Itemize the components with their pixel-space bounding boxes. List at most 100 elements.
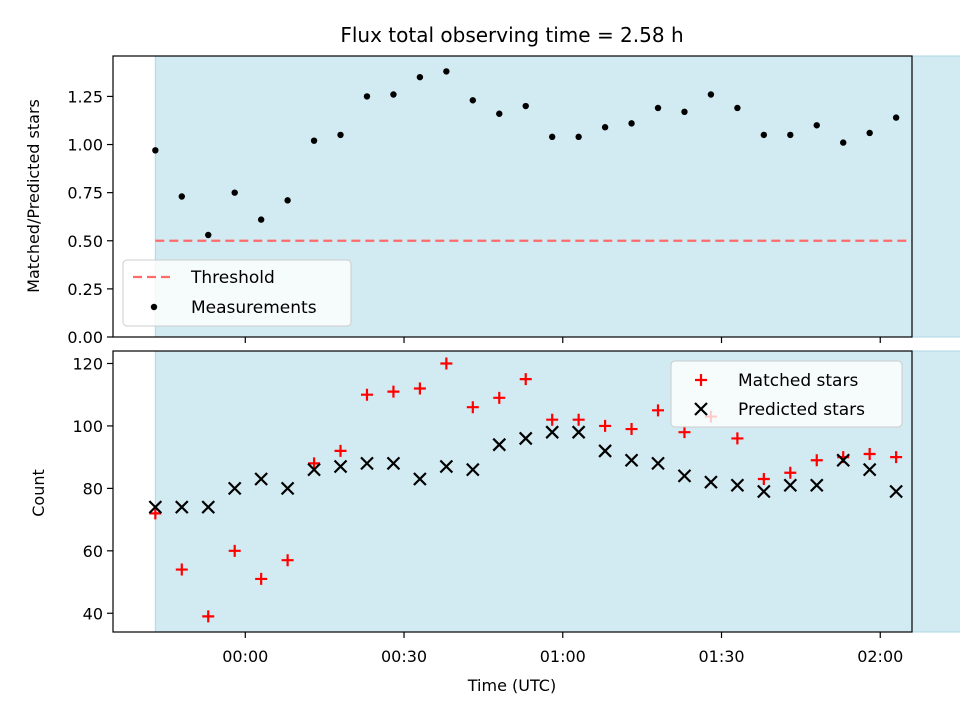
predicted-stars-point bbox=[280, 481, 295, 496]
legend-matched-label: Matched stars bbox=[738, 371, 858, 391]
legend-measurements-swatch bbox=[150, 303, 158, 311]
matched-stars-point bbox=[228, 544, 241, 557]
measurements-point bbox=[390, 91, 397, 98]
data-layer bbox=[148, 357, 903, 623]
predicted-stars-point bbox=[492, 437, 507, 452]
measurements-point bbox=[337, 131, 344, 139]
legend-threshold-label: Threshold bbox=[190, 268, 275, 288]
measurements-point bbox=[681, 108, 688, 116]
predicted-stars-point bbox=[757, 484, 771, 499]
matched-stars-point bbox=[890, 451, 903, 464]
measurements-point bbox=[892, 114, 900, 121]
matched-stars-point bbox=[202, 610, 215, 623]
predicted-stars-point bbox=[307, 462, 321, 477]
y-tick-label: 1.25 bbox=[67, 87, 103, 106]
matched-stars-point bbox=[599, 419, 612, 432]
measurements-point bbox=[469, 97, 477, 104]
predicted-stars-point bbox=[333, 459, 348, 474]
legend-matched-swatch bbox=[695, 374, 707, 386]
matched-stars-point bbox=[572, 413, 585, 426]
measurements-point bbox=[840, 139, 847, 146]
matched-stars-point bbox=[175, 563, 188, 576]
measurements-point bbox=[443, 68, 450, 75]
bottom-legend: Matched stars Predicted stars bbox=[670, 360, 903, 428]
predicted-stars-point bbox=[518, 431, 533, 446]
measurements-point bbox=[601, 124, 609, 131]
predicted-stars-point bbox=[677, 469, 692, 483]
bottom-panel: 40608010012000:0000:3001:0001:3002:0002:… bbox=[72, 350, 960, 666]
measurements-point bbox=[734, 104, 741, 112]
predicted-stars-point bbox=[862, 462, 877, 477]
measurements-point bbox=[866, 129, 873, 137]
matched-stars-point bbox=[519, 373, 532, 386]
x-tick-label: 01:00 bbox=[540, 647, 586, 666]
x-tick-label: 01:30 bbox=[698, 647, 744, 666]
measurements-point bbox=[152, 147, 159, 154]
measurements-point bbox=[707, 91, 715, 98]
measurements-point bbox=[178, 193, 185, 200]
x-tick-label: 02:00 bbox=[857, 647, 903, 666]
matched-stars-point bbox=[493, 391, 506, 404]
matched-stars-point bbox=[810, 454, 823, 467]
y-tick-label: 40 bbox=[83, 604, 103, 623]
legend-measurements-label: Measurements bbox=[191, 298, 317, 318]
data-layer bbox=[152, 68, 912, 242]
predicted-stars-point bbox=[598, 444, 612, 458]
measurements-point bbox=[760, 131, 768, 139]
predicted-stars-point bbox=[571, 425, 586, 439]
y-tick-label: 60 bbox=[83, 542, 103, 561]
y-tick-label: 0.50 bbox=[67, 232, 103, 251]
predicted-stars-point bbox=[651, 456, 665, 471]
measurements-point bbox=[787, 131, 794, 139]
predicted-stars-point bbox=[175, 500, 189, 514]
legend-box bbox=[122, 259, 352, 327]
measurements-point bbox=[231, 189, 238, 196]
predicted-stars-point bbox=[545, 425, 559, 439]
matched-stars-point bbox=[546, 413, 559, 426]
predicted-stars-point bbox=[783, 478, 798, 493]
matched-stars-point bbox=[784, 466, 797, 479]
measurements-point bbox=[813, 122, 820, 129]
predicted-stars-point bbox=[201, 500, 216, 514]
measurements-point bbox=[575, 133, 582, 141]
predicted-stars-point bbox=[624, 453, 639, 468]
measurements-point bbox=[363, 93, 371, 100]
plot-frame bbox=[112, 55, 913, 338]
matched-stars-point bbox=[757, 473, 770, 486]
matched-stars-point bbox=[308, 457, 321, 470]
predicted-stars-point bbox=[254, 472, 268, 486]
matched-stars-point bbox=[863, 448, 876, 461]
measurements-point bbox=[548, 133, 556, 141]
predicted-stars-point bbox=[836, 453, 850, 468]
measurements-point bbox=[522, 102, 529, 110]
y-tick-label: 100 bbox=[72, 417, 103, 436]
matched-stars-point bbox=[678, 426, 691, 439]
top-legend: Threshold Measurements bbox=[122, 259, 352, 327]
plot-frame bbox=[112, 350, 913, 633]
measurements-point bbox=[310, 137, 318, 144]
predicted-stars-point bbox=[148, 500, 163, 514]
y-tick-label: 0.75 bbox=[67, 184, 103, 203]
matched-stars-point bbox=[334, 444, 347, 457]
matched-stars-point bbox=[413, 382, 426, 395]
matched-stars-point bbox=[652, 404, 665, 417]
matched-stars-point bbox=[466, 401, 479, 414]
measurements-point bbox=[416, 73, 424, 81]
predicted-stars-point bbox=[227, 481, 242, 496]
y-tick-label: 0.00 bbox=[67, 328, 103, 347]
measurements-point bbox=[257, 216, 265, 223]
predicted-stars-point bbox=[439, 459, 454, 474]
y-tick-label: 0.25 bbox=[67, 280, 103, 299]
x-tick-label: 00:00 bbox=[222, 647, 268, 666]
predicted-stars-point bbox=[466, 462, 480, 477]
y-tick-label: 120 bbox=[72, 354, 103, 373]
predicted-stars-point bbox=[730, 478, 745, 493]
matched-stars-point bbox=[440, 357, 453, 370]
matched-stars-point bbox=[360, 388, 373, 401]
predicted-stars-point bbox=[413, 472, 427, 486]
legend-predicted-label: Predicted stars bbox=[738, 400, 865, 420]
predicted-stars-point bbox=[386, 456, 401, 471]
measurements-point bbox=[628, 120, 635, 127]
predicted-stars-point bbox=[889, 484, 903, 499]
measurements-point bbox=[654, 104, 662, 112]
